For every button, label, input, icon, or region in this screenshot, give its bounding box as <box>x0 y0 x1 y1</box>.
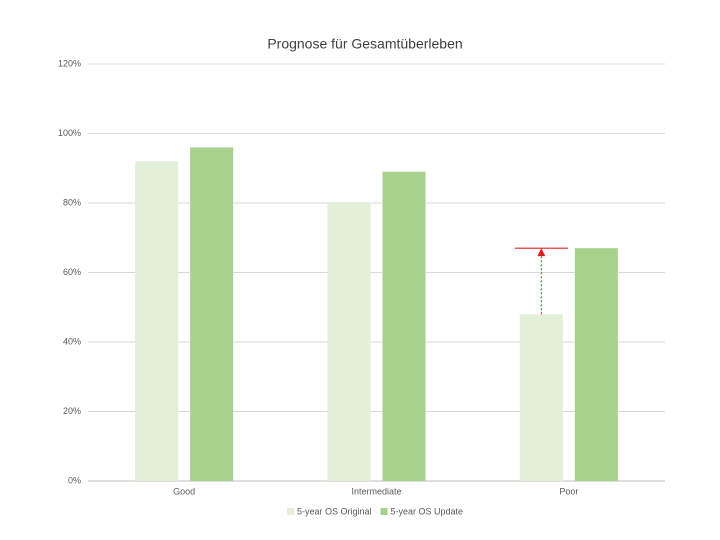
y-tick-label: 40% <box>63 336 81 346</box>
x-tick-label: Good <box>173 486 195 496</box>
legend-label: 5-year OS Original <box>297 506 372 516</box>
y-tick-label: 80% <box>63 197 81 207</box>
legend-swatch <box>287 508 294 515</box>
y-tick-label: 60% <box>63 267 81 277</box>
bar <box>574 248 618 481</box>
bar <box>382 171 426 481</box>
chart-title: Prognose für Gesamtüberleben <box>267 36 462 52</box>
bar <box>327 203 371 481</box>
bar <box>519 314 563 481</box>
y-tick-label: 120% <box>58 58 81 68</box>
bar <box>190 147 234 481</box>
x-tick-label: Poor <box>559 486 578 496</box>
legend-label: 5-year OS Update <box>391 506 464 516</box>
change-arrow-head <box>537 248 546 257</box>
bar <box>135 161 179 482</box>
y-tick-label: 20% <box>63 406 81 416</box>
y-tick-label: 0% <box>68 475 81 485</box>
y-tick-label: 100% <box>58 128 81 138</box>
x-tick-label: Intermediate <box>351 486 401 496</box>
legend-swatch <box>380 508 388 515</box>
